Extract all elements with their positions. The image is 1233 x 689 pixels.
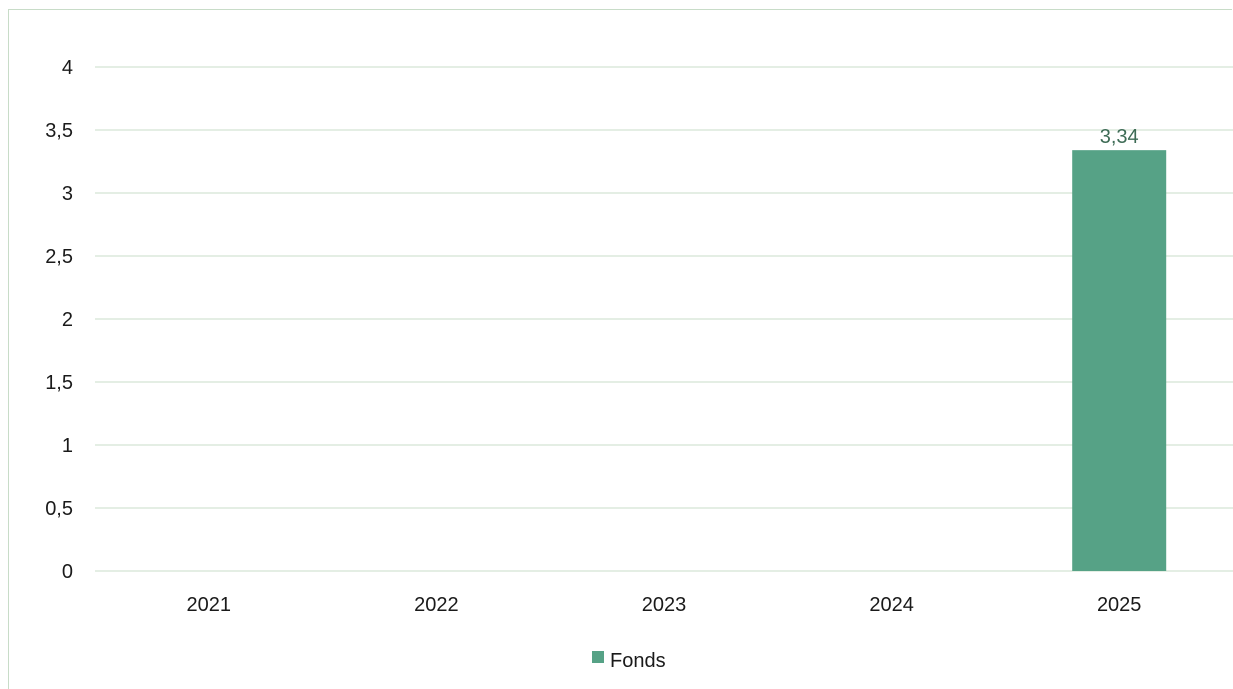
data-labels: 3,34 — [1100, 126, 1139, 148]
y-tick-label: 3,5 — [45, 120, 73, 142]
bar-2025 — [1072, 150, 1167, 571]
y-tick-label: 4 — [62, 57, 73, 79]
y-tick-label: 1,5 — [45, 372, 73, 394]
x-tick-label-2025: 2025 — [1097, 594, 1142, 616]
y-tick-label: 2,5 — [45, 246, 73, 268]
y-tick-label: 3 — [62, 183, 73, 205]
legend-swatch-fonds — [592, 651, 604, 663]
x-tick-label-2023: 2023 — [642, 594, 687, 616]
y-axis-tick-labels: 0 0,5 1 1,5 2 2,5 3 3,5 4 — [45, 57, 73, 583]
legend: Fonds — [592, 650, 666, 672]
chart-frame — [8, 9, 1232, 689]
y-tick-label: 0 — [62, 561, 73, 583]
x-tick-label-2024: 2024 — [869, 594, 914, 616]
x-tick-label-2022: 2022 — [414, 594, 459, 616]
x-tick-label-2021: 2021 — [187, 594, 232, 616]
y-tick-label: 0,5 — [45, 498, 73, 520]
bars — [1072, 150, 1167, 571]
data-label-2025: 3,34 — [1100, 126, 1139, 148]
y-tick-label: 2 — [62, 309, 73, 331]
y-tick-label: 1 — [62, 435, 73, 457]
x-axis-tick-labels: 2021 2022 2023 2024 2025 — [187, 594, 1142, 616]
gridlines — [95, 66, 1233, 572]
legend-label-fonds: Fonds — [610, 650, 666, 672]
